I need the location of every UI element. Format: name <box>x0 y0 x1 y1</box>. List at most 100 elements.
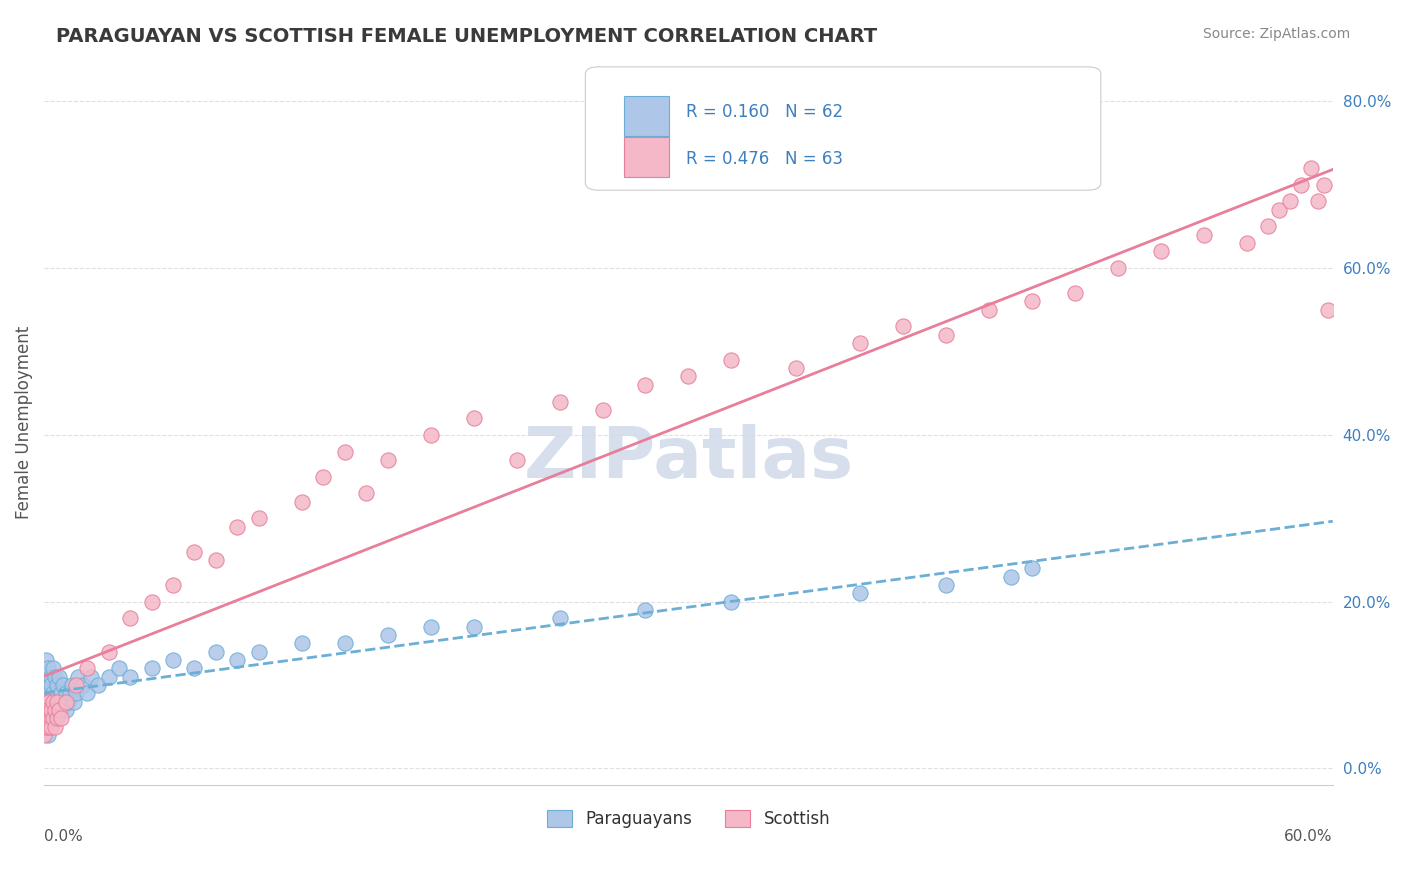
Point <box>118 670 141 684</box>
Point <box>32 720 55 734</box>
Point <box>247 645 270 659</box>
Point <box>935 327 957 342</box>
Text: R = 0.160   N = 62: R = 0.160 N = 62 <box>686 103 844 120</box>
Point <box>463 620 485 634</box>
Point <box>44 703 66 717</box>
Point <box>37 686 59 700</box>
Point <box>1257 219 1279 234</box>
Point <box>35 695 58 709</box>
Point <box>108 661 131 675</box>
Point <box>356 486 378 500</box>
Point <box>37 711 59 725</box>
Point <box>97 670 120 684</box>
Point <box>46 686 69 700</box>
Point <box>51 686 73 700</box>
Point <box>41 711 63 725</box>
Point <box>37 720 59 734</box>
Point <box>41 686 63 700</box>
Point <box>419 428 441 442</box>
Point <box>1236 235 1258 250</box>
Point <box>592 402 614 417</box>
Text: R = 0.476   N = 63: R = 0.476 N = 63 <box>686 150 842 168</box>
Point <box>52 695 75 709</box>
Point <box>548 611 571 625</box>
Point <box>39 720 62 734</box>
Point <box>162 653 184 667</box>
Point <box>55 695 77 709</box>
Point <box>1289 178 1312 192</box>
Point <box>37 678 59 692</box>
Point <box>46 678 69 692</box>
Point <box>41 711 63 725</box>
Point <box>226 519 249 533</box>
Point <box>39 670 62 684</box>
FancyBboxPatch shape <box>624 95 669 136</box>
Point <box>979 302 1001 317</box>
Point <box>39 678 62 692</box>
Point <box>44 695 66 709</box>
Point <box>183 661 205 675</box>
Point <box>48 703 70 717</box>
Point <box>1107 261 1129 276</box>
Point <box>35 670 58 684</box>
Point <box>76 686 98 700</box>
Point <box>48 670 70 684</box>
Point <box>1000 569 1022 583</box>
Point <box>291 636 314 650</box>
Point <box>65 686 87 700</box>
Point <box>76 661 98 675</box>
Point <box>72 678 94 692</box>
Point <box>377 628 399 642</box>
Point <box>39 711 62 725</box>
Point <box>1192 227 1215 242</box>
Point <box>678 369 700 384</box>
Point <box>55 703 77 717</box>
Point <box>720 352 742 367</box>
Point <box>162 578 184 592</box>
Point <box>35 720 58 734</box>
Point <box>35 703 58 717</box>
Point <box>720 594 742 608</box>
Point <box>32 686 55 700</box>
Point <box>67 670 90 684</box>
Text: 60.0%: 60.0% <box>1284 829 1333 844</box>
Legend: Paraguayans, Scottish: Paraguayans, Scottish <box>540 804 837 835</box>
Point <box>35 711 58 725</box>
Point <box>39 703 62 717</box>
Y-axis label: Female Unemployment: Female Unemployment <box>15 326 32 519</box>
Point <box>1268 202 1291 217</box>
Point <box>46 711 69 725</box>
Point <box>37 728 59 742</box>
Point <box>333 444 356 458</box>
Point <box>1301 161 1323 175</box>
Point <box>226 653 249 667</box>
Point <box>935 578 957 592</box>
Point <box>35 653 58 667</box>
Point <box>377 453 399 467</box>
FancyBboxPatch shape <box>624 137 669 178</box>
Point <box>1313 178 1336 192</box>
Point <box>419 620 441 634</box>
Text: Source: ZipAtlas.com: Source: ZipAtlas.com <box>1202 27 1350 41</box>
Point <box>35 695 58 709</box>
Point <box>44 703 66 717</box>
Point <box>634 603 657 617</box>
FancyBboxPatch shape <box>585 67 1101 190</box>
Point <box>44 720 66 734</box>
Point <box>1021 294 1043 309</box>
Point <box>463 411 485 425</box>
Point <box>1317 302 1340 317</box>
Point <box>1306 194 1329 209</box>
Text: ZIPatlas: ZIPatlas <box>523 424 853 493</box>
Point <box>32 728 55 742</box>
Point <box>141 661 163 675</box>
Point <box>205 553 228 567</box>
Point <box>183 544 205 558</box>
Point <box>39 703 62 717</box>
Point <box>333 636 356 650</box>
Point <box>1064 286 1087 301</box>
Point <box>41 695 63 709</box>
Point <box>312 469 335 483</box>
Point <box>51 703 73 717</box>
Point <box>37 695 59 709</box>
